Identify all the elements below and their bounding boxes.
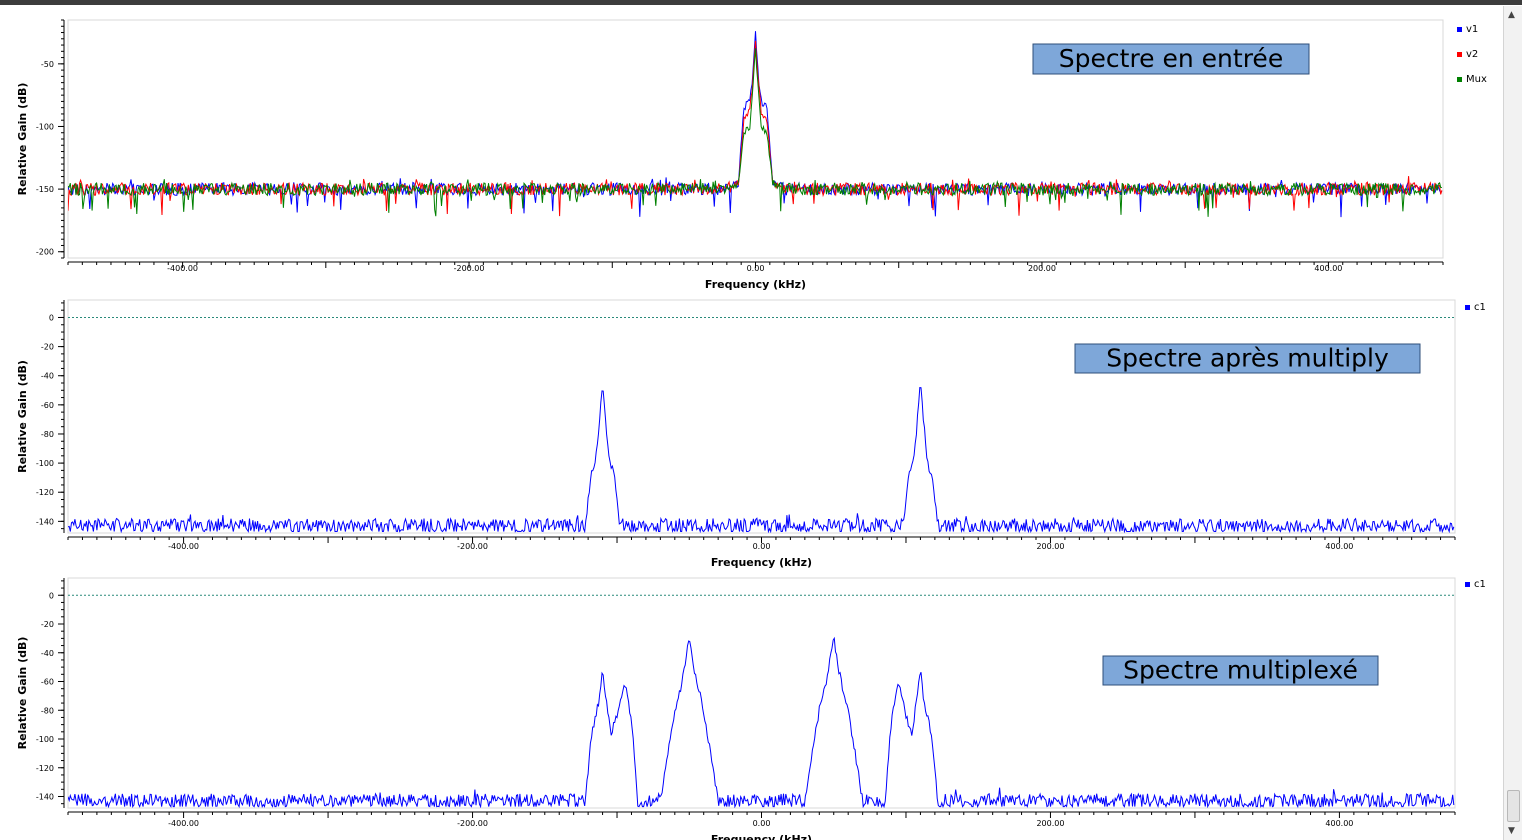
y-tick-label: 0 <box>49 591 54 600</box>
series-line-v2 <box>68 40 1443 217</box>
x-axis-label: Frequency (kHz) <box>711 833 812 840</box>
spectrum-panel-3: -400.00 -200.00 0.00 200.00 400.00 Frequency … <box>16 577 1486 840</box>
y-tick-label: -100 <box>36 735 54 744</box>
legend-label-v1: v1 <box>1466 24 1478 35</box>
y-tick-label: -40 <box>41 649 54 658</box>
x-tick-label: -400.00 <box>167 264 198 273</box>
x-tick-label: 400.00 <box>1325 819 1353 828</box>
vertical-scrollbar[interactable]: ▲ ▼ <box>1503 6 1522 840</box>
legend-label-v2: v2 <box>1466 49 1478 60</box>
y-tick-label: -150 <box>36 185 54 194</box>
x-tick-label: -200.00 <box>454 264 485 273</box>
y-tick-label: -20 <box>41 620 54 629</box>
legend-swatch-c1 <box>1465 582 1470 587</box>
spectrum-title-box <box>1074 343 1421 374</box>
x-tick-label: -200.00 <box>457 819 488 828</box>
x-tick-label: -200.00 <box>457 542 488 551</box>
y-tick-label: -50 <box>41 60 54 69</box>
x-tick-label: 200.00 <box>1028 264 1056 273</box>
x-axis-label: Frequency (kHz) <box>711 556 812 569</box>
y-tick-label: -20 <box>41 343 54 352</box>
legend-swatch-v2 <box>1457 52 1462 57</box>
spectrum-title-text: Spectre multiplexé <box>1123 656 1358 685</box>
y-axis-label: Relative Gain (dB) <box>16 83 29 196</box>
series-line-mux <box>68 48 1442 217</box>
x-tick-label: 200.00 <box>1036 819 1064 828</box>
y-tick-label: -80 <box>41 706 54 715</box>
legend-swatch-c1 <box>1465 305 1470 310</box>
legend-label-c1: c1 <box>1474 579 1486 590</box>
window-top-bar <box>0 0 1522 5</box>
y-tick-label: -120 <box>36 764 54 773</box>
x-tick-label: -400.00 <box>168 819 199 828</box>
scrollbar-thumb[interactable] <box>1507 790 1520 822</box>
x-tick-label: -400.00 <box>168 542 199 551</box>
y-tick-label: 0 <box>49 313 54 322</box>
scroll-down-arrow-icon[interactable]: ▼ <box>1508 826 1515 836</box>
y-axis-label: Relative Gain (dB) <box>16 637 29 750</box>
y-tick-label: -120 <box>36 488 54 497</box>
y-tick-label: -100 <box>36 459 54 468</box>
y-tick-label: -140 <box>36 517 54 526</box>
spectrum-title-box <box>1102 655 1379 686</box>
plot-area <box>67 577 1456 809</box>
x-tick-label: 400.00 <box>1325 542 1353 551</box>
y-tick-label: -200 <box>36 248 54 257</box>
scroll-up-arrow-icon[interactable]: ▲ <box>1508 10 1515 20</box>
plot-area <box>67 299 1456 534</box>
series-line-c1 <box>68 636 1455 808</box>
legend-label-mux: Mux <box>1466 74 1487 85</box>
legend-label-c1: c1 <box>1474 302 1486 313</box>
y-tick-label: -100 <box>36 122 54 131</box>
spectrum-title-box <box>1032 43 1310 75</box>
spectrum-panel-2: -400.00 -200.00 0.00 200.00 400.00 Frequency … <box>16 299 1486 569</box>
y-tick-label: -140 <box>36 793 54 802</box>
y-tick-label: -40 <box>41 372 54 381</box>
y-tick-label: -80 <box>41 430 54 439</box>
x-tick-label: 0.00 <box>753 819 771 828</box>
series-line-c1 <box>68 387 1455 533</box>
x-tick-label: 0.00 <box>753 542 771 551</box>
y-axis-label: Relative Gain (dB) <box>16 360 29 473</box>
x-tick-label: 400.00 <box>1314 264 1342 273</box>
legend-swatch-mux <box>1457 77 1462 82</box>
x-axis-label: Frequency (kHz) <box>705 278 806 291</box>
spectrum-title-text: Spectre après multiply <box>1106 344 1389 373</box>
x-tick-label: 0.00 <box>747 264 765 273</box>
spectrum-panel-1: -400.00 -200.00 0.00 200.00 400.00 Frequency … <box>16 19 1487 291</box>
spectrum-title-text: Spectre en entrée <box>1059 44 1283 73</box>
y-tick-label: -60 <box>41 678 54 687</box>
x-tick-label: 200.00 <box>1036 542 1064 551</box>
legend-swatch-v1 <box>1457 27 1462 32</box>
y-tick-label: -60 <box>41 401 54 410</box>
